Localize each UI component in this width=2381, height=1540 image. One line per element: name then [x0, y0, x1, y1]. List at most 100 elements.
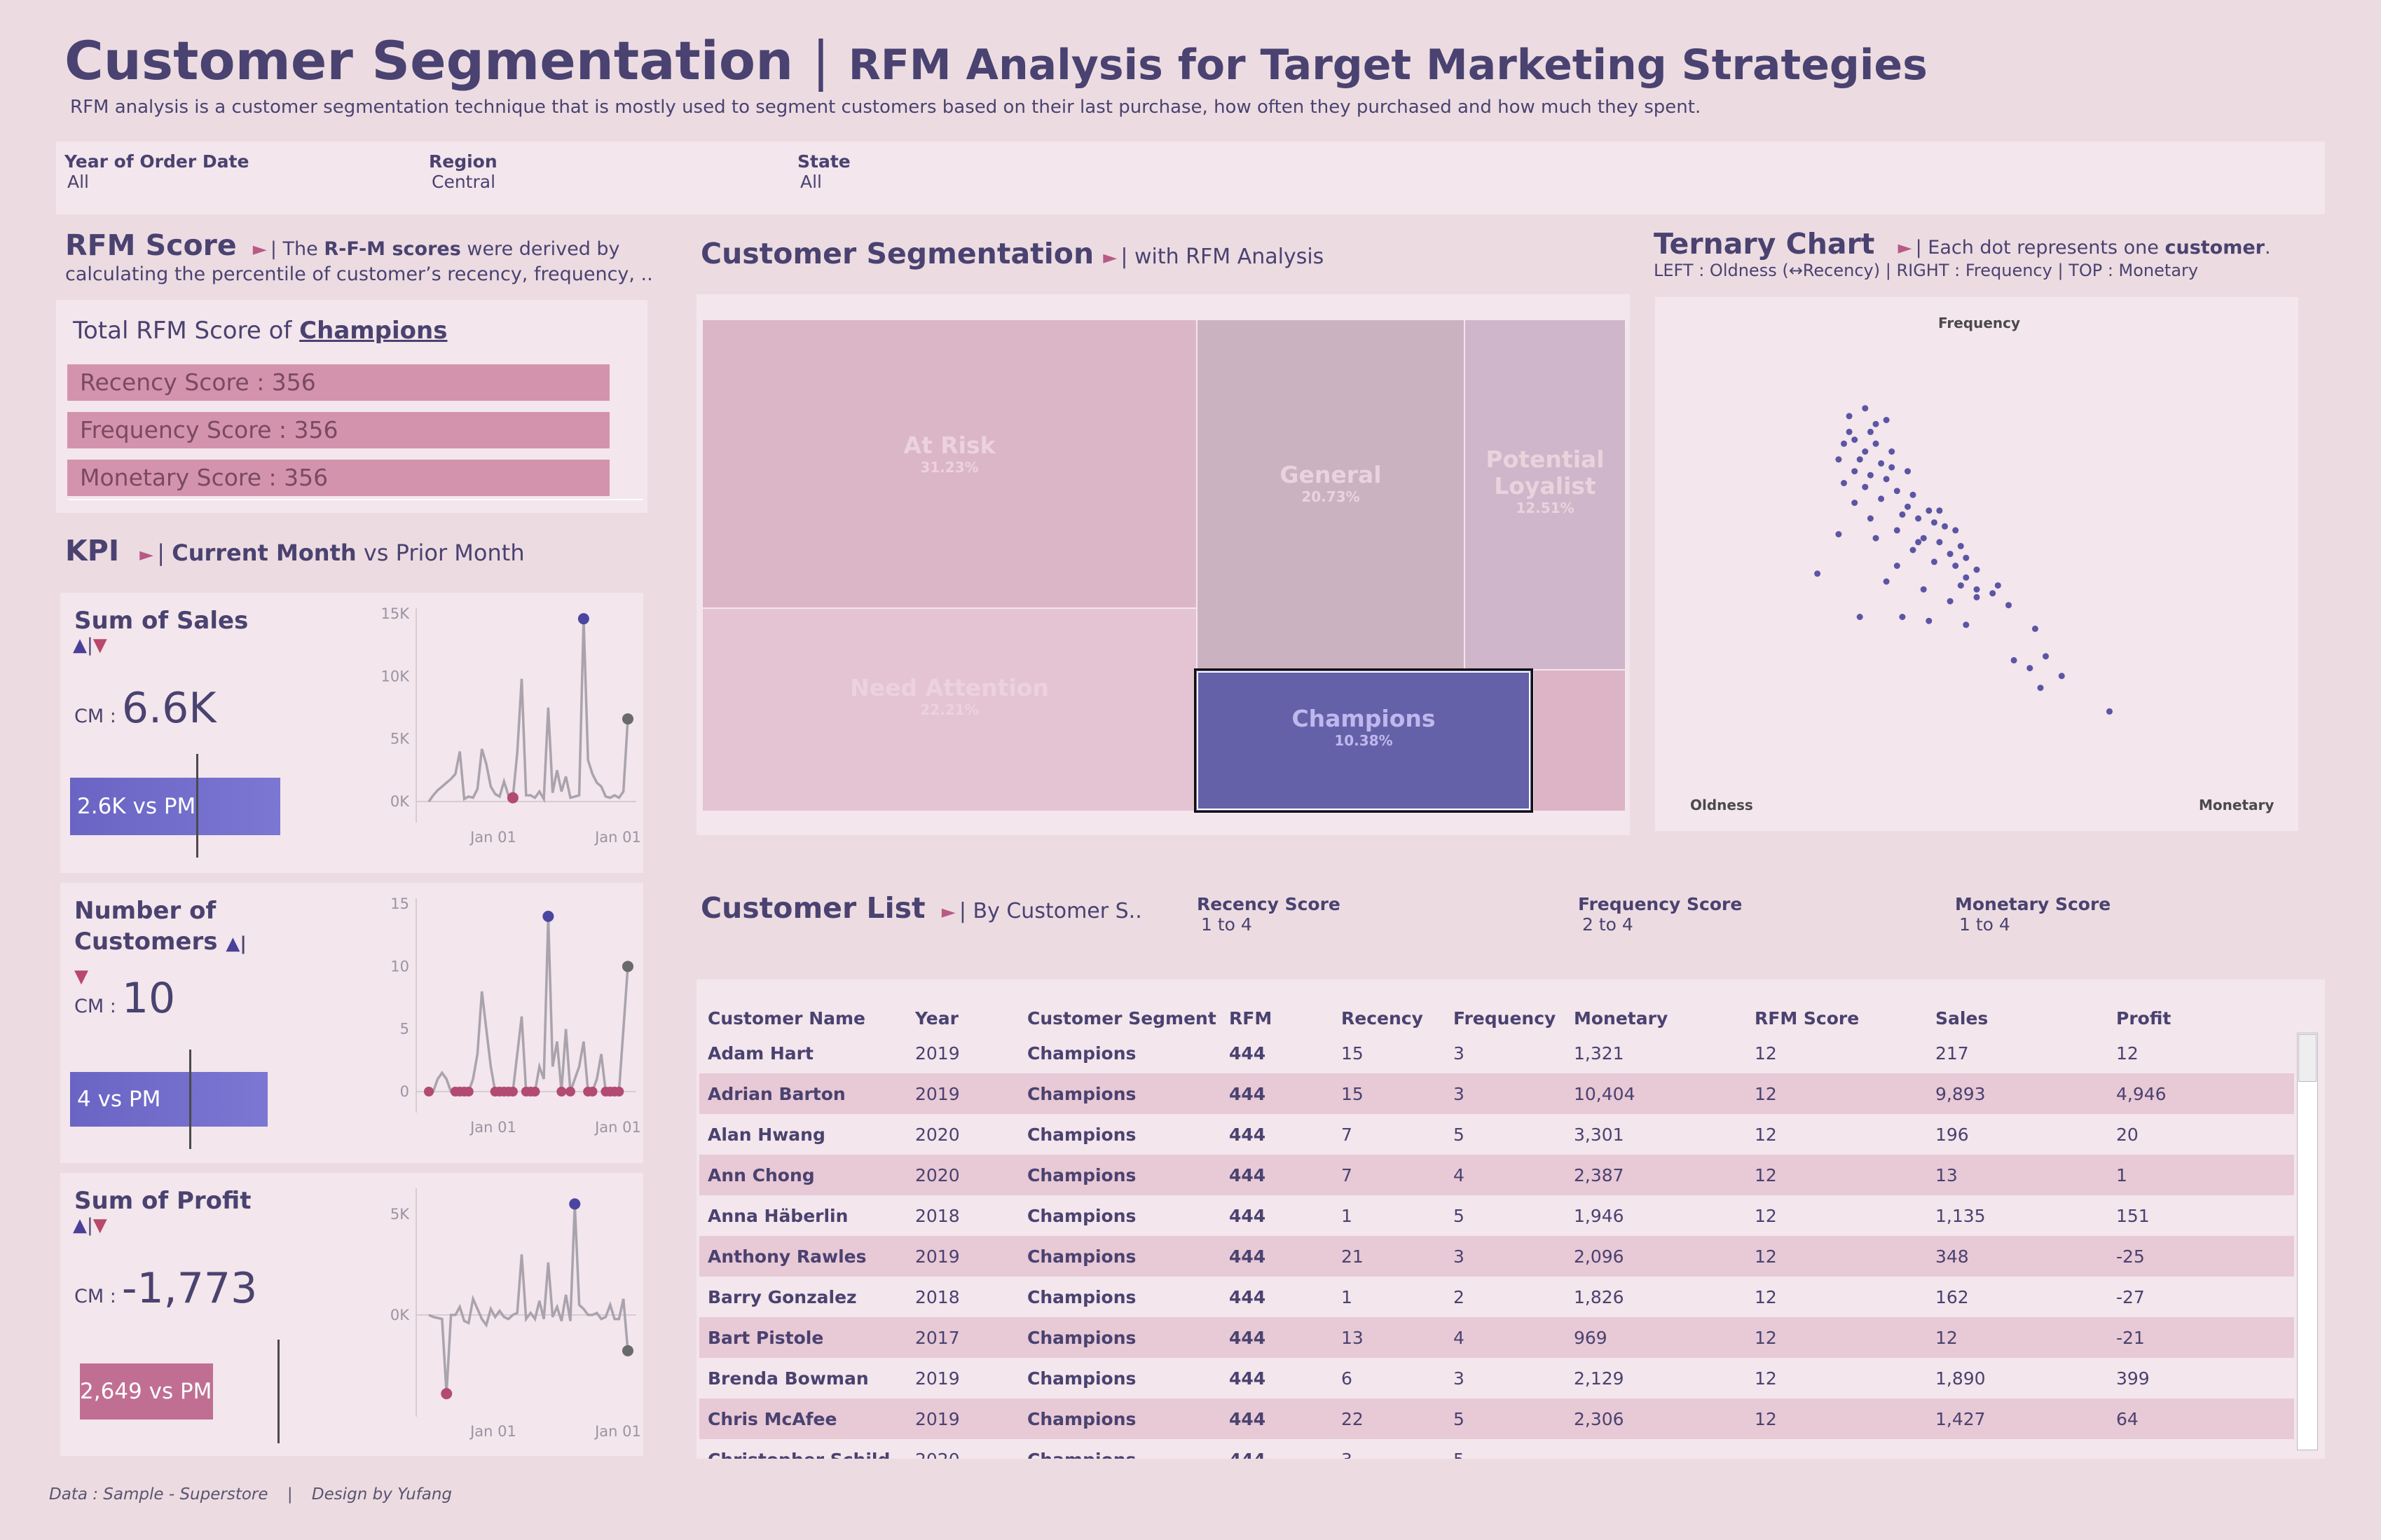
cell-profit: 12	[2116, 1043, 2139, 1064]
segment-need-attention[interactable]: Need Attention 22.21%	[702, 608, 1197, 811]
footer-design[interactable]: Design by Yufang	[311, 1485, 453, 1504]
cell-recency: 21	[1333, 1236, 1445, 1277]
rfm-score-arrow-icon[interactable]: ►	[252, 239, 267, 260]
ternary-point	[1888, 448, 1895, 455]
chart-y-tick: 10K	[381, 668, 411, 685]
filter-monetary-value[interactable]: 1 to 4	[1959, 914, 2010, 935]
segment-general[interactable]: General 20.73%	[1197, 319, 1464, 670]
chart-series-line	[428, 1204, 629, 1394]
cell-rfm-score: 12	[1755, 1124, 1777, 1145]
filter-state[interactable]: State All	[797, 151, 851, 192]
cell-profit: -25	[2108, 1236, 2294, 1277]
col-rfm-score[interactable]: RFM Score	[1755, 1008, 1860, 1029]
ternary-point	[1952, 563, 1959, 569]
customer-list-header: Customer List ► | By Customer S..	[701, 891, 1142, 925]
table-scrollbar-thumb[interactable]	[2298, 1034, 2317, 1082]
table-row[interactable]: Bart Pistole 2017 Champions 444 13 4 969 12 12 -2…	[699, 1317, 2294, 1358]
cell-rfm-score: 12	[1746, 1398, 1927, 1439]
ternary-label-frequency: Frequency	[1938, 315, 2020, 331]
recency-score-bar: Recency Score : 356	[67, 364, 610, 401]
kpi-card-sales: Sum of Sales ▲|▼ CM :6.6K 2.6K vs PM 15K…	[60, 593, 643, 873]
segmentation-arrow-icon[interactable]: ►	[1103, 247, 1118, 268]
table-row[interactable]: Ann Chong 2020 Champions 444 7 4 2,387 12 13 1	[699, 1155, 2294, 1195]
cell-profit: 1	[2108, 1155, 2294, 1195]
col-sales[interactable]: Sales	[1935, 1008, 1989, 1029]
cell-sales: 9,893	[1927, 1073, 2108, 1114]
table-row[interactable]: Anthony Rawles 2019 Champions 444 21 3 2,096 12…	[699, 1236, 2294, 1277]
segment-other[interactable]	[1533, 670, 1626, 811]
customer-table-viewport[interactable]: Customer Name Year Customer Segment RFM …	[697, 979, 2301, 1459]
table-row[interactable]: Brenda Bowman 2019 Champions 444 6 3 2,129 12 1,…	[699, 1358, 2294, 1398]
col-frequency[interactable]: Frequency	[1453, 1008, 1556, 1029]
cell-name: Chris McAfee	[699, 1398, 907, 1439]
table-row[interactable]: Adrian Barton 2019 Champions 444 15 3 10,404 12…	[699, 1073, 2294, 1114]
table-row[interactable]: Chris McAfee 2019 Champions 444 22 5 2,306 12 1,…	[699, 1398, 2294, 1439]
segment-need-attention-name: Need Attention	[850, 674, 1049, 701]
cell-frequency: 4	[1445, 1155, 1565, 1195]
table-row[interactable]: Anna Häberlin 2018 Champions 444 1 5 1,946 12 1,…	[699, 1195, 2294, 1236]
kpi-sales-chart[interactable]: 15K 10K 5K 0K Jan 01 Jan 01	[355, 593, 643, 873]
kpi-customers-chart[interactable]: 15 10 5 0 Jan 01 Jan 01	[355, 883, 643, 1163]
table-row[interactable]: Christopher Schild2020Champions44435	[699, 1439, 2294, 1459]
ternary-arrow-icon[interactable]: ►	[1898, 238, 1912, 259]
filter-region-value[interactable]: Central	[432, 172, 496, 192]
segment-potential-loyalist-pct: 12.51%	[1516, 500, 1574, 516]
filter-year[interactable]: Year of Order Date All	[64, 151, 249, 192]
cell-year: 2019	[907, 1236, 1019, 1277]
col-profit[interactable]: Profit	[2116, 1008, 2171, 1029]
table-scrollbar[interactable]	[2297, 1033, 2318, 1450]
rfm-score-header: RFM Score ► | The R-F-M scores were deri…	[65, 228, 620, 262]
cell-name: Alan Hwang	[708, 1124, 825, 1145]
kpi-profit-value: -1,773	[121, 1264, 258, 1313]
ternary-point	[1851, 436, 1858, 444]
col-rfm[interactable]: RFM	[1229, 1008, 1272, 1029]
filter-monetary-score[interactable]: Monetary Score 1 to 4	[1955, 894, 2111, 935]
cell-monetary: 2,096	[1565, 1236, 1746, 1277]
table-row[interactable]: Alan Hwang 2020 Champions 444 7 5 3,301 12 196 20	[699, 1114, 2294, 1155]
col-monetary[interactable]: Monetary	[1574, 1008, 1668, 1029]
ternary-point	[2106, 708, 2113, 715]
filter-frequency-value[interactable]: 2 to 4	[1582, 914, 1633, 935]
filter-recency-value[interactable]: 1 to 4	[1201, 914, 1252, 935]
ternary-point	[1915, 515, 1922, 522]
customer-list-arrow-icon[interactable]: ►	[941, 902, 956, 923]
ternary-point	[1878, 495, 1885, 502]
segment-potential-loyalist[interactable]: Potential Loyalist 12.51%	[1464, 319, 1626, 670]
cell-rfm: 444	[1221, 1155, 1333, 1195]
cell-name: Anthony Rawles	[699, 1236, 907, 1277]
filter-year-value[interactable]: All	[67, 172, 89, 192]
filter-region[interactable]: Region Central	[429, 151, 498, 192]
ternary-sub-bold: customer	[2164, 237, 2265, 259]
cell-rfm-score: 12	[1755, 1368, 1777, 1389]
table-row[interactable]: Barry Gonzalez 2018 Champions 444 1 2 1,826 12 1…	[699, 1277, 2294, 1317]
chart-min-point	[507, 792, 519, 804]
kpi-customers-value: 10	[121, 974, 176, 1023]
segment-champions-name: Champions	[1291, 705, 1436, 732]
kpi-arrow-icon[interactable]: ►	[139, 544, 154, 565]
cell-year: 2017	[907, 1317, 1019, 1358]
segment-potential-loyalist-name: Potential Loyalist	[1485, 446, 1605, 500]
kpi-profit-chart[interactable]: 5K 0K Jan 01 Jan 01	[355, 1173, 643, 1456]
ternary-point	[1856, 456, 1863, 463]
rfm-total-label: Total RFM Score of Champions	[73, 317, 447, 345]
cell-rfm-score: 12	[1755, 1043, 1777, 1064]
cell-rfm-score: 12	[1755, 1286, 1777, 1307]
col-recency[interactable]: Recency	[1341, 1008, 1423, 1029]
chart-min-point	[614, 1087, 624, 1096]
cell-frequency: 5	[1453, 1124, 1464, 1145]
col-customer-segment[interactable]: Customer Segment	[1027, 1008, 1216, 1029]
filter-recency-score[interactable]: Recency Score 1 to 4	[1197, 894, 1340, 935]
cell-frequency: 5	[1445, 1439, 1565, 1459]
segment-champions[interactable]: Champions 10.38%	[1194, 668, 1533, 813]
table-row[interactable]: Adam Hart 2019 Champions 444 15 3 1,321 12 217 12	[699, 1033, 2294, 1073]
col-customer-name[interactable]: Customer Name	[708, 1008, 865, 1029]
chart-min-point	[463, 1087, 474, 1096]
filter-frequency-score[interactable]: Frequency Score 2 to 4	[1578, 894, 1742, 935]
col-year[interactable]: Year	[915, 1008, 959, 1029]
filter-state-value[interactable]: All	[800, 172, 822, 192]
chart-max-point	[577, 613, 589, 625]
ternary-chart[interactable]: Frequency Oldness Monetary	[1655, 297, 2298, 831]
kpi-card-customers: Number of Customers ▲|▼ CM :10 4 vs PM 1…	[60, 883, 643, 1163]
segment-at-risk[interactable]: At Risk 31.23%	[702, 319, 1197, 608]
segment-at-risk-name: At Risk	[903, 432, 996, 459]
